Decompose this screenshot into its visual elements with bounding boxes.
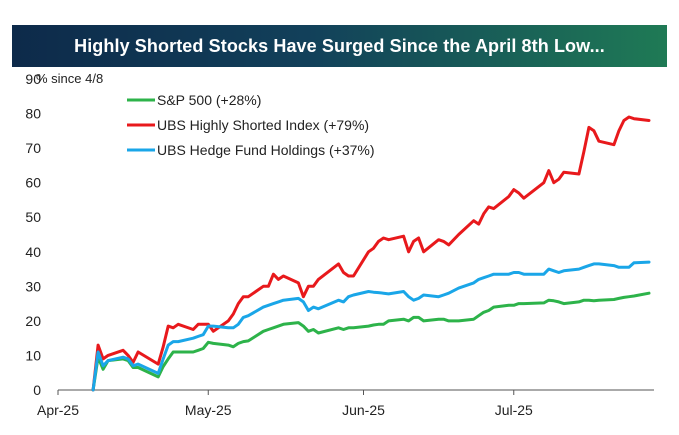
- series-lines: [91, 115, 651, 392]
- x-axis: Apr-25 May-25 Jun-25 Jul-25: [37, 389, 654, 418]
- x-tick-label: Apr-25: [37, 402, 79, 418]
- y-tick-label: 90: [25, 71, 41, 87]
- legend-label: S&P 500 (+28%): [157, 92, 261, 108]
- x-tick-label: Jul-25: [495, 402, 533, 418]
- legend: S&P 500 (+28%) UBS Highly Shorted Index (…: [127, 92, 375, 158]
- y-tick-label: 30: [25, 278, 41, 294]
- y-axis-ticks: 0 10 20 30 40 50 60 70 80 90: [25, 71, 41, 398]
- series-line-1: [91, 291, 651, 392]
- y-tick-label: 60: [25, 175, 41, 191]
- legend-label: UBS Highly Shorted Index (+79%): [157, 117, 369, 133]
- x-tick-label: Jun-25: [342, 402, 385, 418]
- chart-title: Highly Shorted Stocks Have Surged Since …: [74, 35, 605, 56]
- x-tick-label: May-25: [185, 402, 232, 418]
- y-tick-label: 0: [33, 382, 41, 398]
- y-tick-label: 50: [25, 209, 41, 225]
- y-tick-label: 20: [25, 313, 41, 329]
- y-tick-label: 40: [25, 244, 41, 260]
- y-axis-unit-label: % since 4/8: [36, 71, 103, 86]
- y-tick-label: 70: [25, 140, 41, 156]
- series-line-2: [91, 115, 651, 392]
- y-tick-label: 80: [25, 106, 41, 122]
- chart-title-banner: Highly Shorted Stocks Have Surged Since …: [12, 25, 667, 67]
- series-line-3: [91, 260, 651, 392]
- legend-label: UBS Hedge Fund Holdings (+37%): [157, 142, 375, 158]
- y-tick-label: 10: [25, 347, 41, 363]
